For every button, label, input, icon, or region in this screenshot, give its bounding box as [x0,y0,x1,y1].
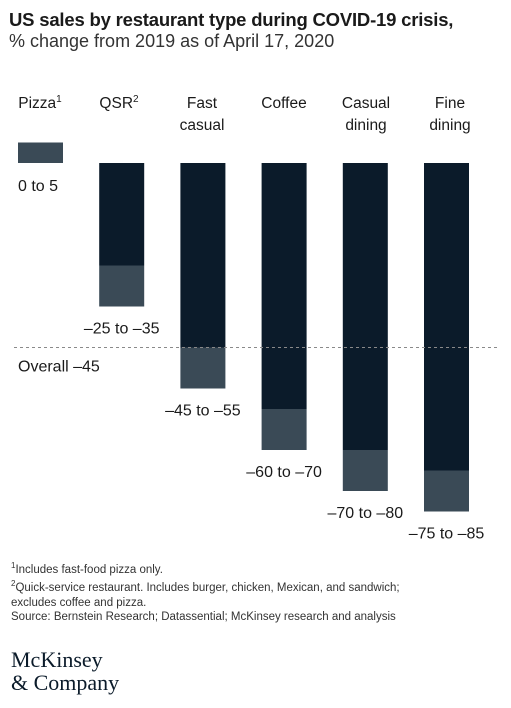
bar-chart: Pizza1 QSR2 Fast casual Coffee Casual dining Fi… [14,94,500,543]
range-label: –75 to –85 [409,526,485,543]
category-label: Pizza1 [18,94,62,112]
bar-solid [261,163,307,409]
category-label: Fine dining [429,95,470,134]
category-label: Fast casual [180,95,225,134]
range-label: –70 to –80 [327,505,403,522]
bar-solid [180,163,226,348]
footnote-2-continued: excludes coffee and pizza. [11,596,147,609]
chart-subtitle: % change from 2019 as of April 17, 2020 [9,31,335,51]
bar-range [424,470,469,512]
footnotes: 1Includes fast-food pizza only. 2Quick-s… [11,559,501,625]
category-label: Casual dining [342,95,390,134]
bar-range [261,409,307,450]
bar-solid [99,163,145,266]
bar-range [99,265,145,307]
mckinsey-logo: McKinsey & Company [11,647,120,695]
footnote-2: 2Quick-service restaurant. Includes burg… [11,579,400,595]
range-label: –60 to –70 [246,464,322,481]
category-label: QSR2 [99,94,139,112]
range-label: 0 to 5 [18,178,58,195]
bar-range [180,347,226,389]
overall-label: Overall –45 [18,359,100,376]
range-label: –45 to –55 [165,403,241,420]
bar-range [18,142,63,163]
bar-range [342,450,388,491]
range-label: –25 to –35 [84,321,160,338]
bar-solid [342,163,388,450]
source-note: Source: Bernstein Research; Datassential… [11,611,396,624]
category-label: Coffee [261,95,306,112]
footnote-1: 1Includes fast-food pizza only. [11,561,163,576]
bar-solid [424,163,469,471]
chart-title: US sales by restaurant type during COVID… [9,9,454,30]
